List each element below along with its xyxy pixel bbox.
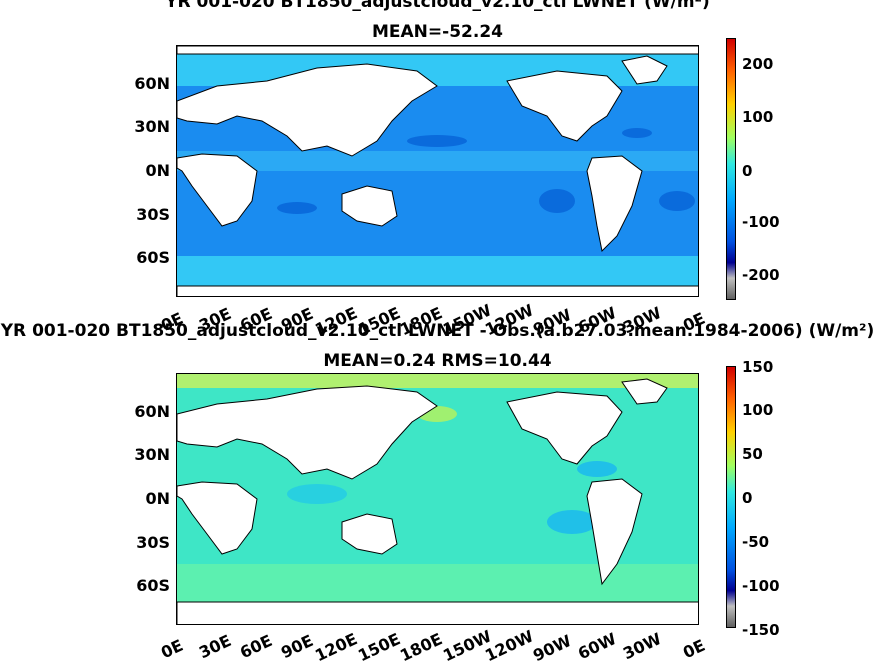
- panel2-lat-60n: 60N: [134, 402, 170, 421]
- panel2-lon-label: 60E: [237, 630, 276, 663]
- panel1-colorbar-tick: 0: [742, 162, 753, 180]
- panel2-colorbar-tick: 0: [742, 489, 753, 507]
- panel1-lat-60n: 60N: [134, 74, 170, 93]
- panel2-lat-30s: 30S: [136, 533, 170, 552]
- panel1-colorbar: [726, 38, 736, 300]
- panel2-colorbar-tick: -50: [742, 533, 770, 551]
- panel2-lat-60s: 60S: [136, 576, 170, 595]
- panel1-colorbar-tick: -200: [742, 266, 780, 284]
- panel2-colorbar-tick: -100: [742, 577, 780, 595]
- panel1-lat-30n: 30N: [134, 117, 170, 136]
- panel2-lon-label: 0E: [680, 635, 709, 663]
- panel1-map-svg: [177, 46, 698, 296]
- panel2-lon-label: 0E: [158, 635, 187, 663]
- panel2-colorbar-tick: 100: [742, 401, 774, 419]
- panel1-colorbar-tick: 100: [742, 108, 774, 126]
- panel2-title: YR 001-020 BT1850_adjustcloud_v2.10_ctl …: [0, 321, 875, 341]
- panel1-colorbar-tick: -100: [742, 213, 780, 231]
- panel2-colorbar-tick: -150: [742, 621, 780, 639]
- panel2-colorbar-tick: 150: [742, 358, 774, 376]
- panel2-lon-label: 30E: [196, 630, 235, 663]
- panel2-lon-label: 90W: [530, 631, 575, 665]
- panel2-lat-30n: 30N: [134, 445, 170, 464]
- panel2-map-svg: [177, 374, 698, 624]
- panel1-mean: MEAN=-52.24: [372, 22, 503, 42]
- panel2-lon-label: 120W: [482, 626, 537, 665]
- panel1-colorbar-tick: 200: [742, 55, 774, 73]
- panel2-colorbar-tick: 50: [742, 445, 763, 463]
- panel2-lon-label: 120E: [312, 629, 361, 665]
- panel2-mean-rms: MEAN=0.24 RMS=10.44: [323, 351, 552, 371]
- panel2-map: [176, 373, 699, 625]
- panel1-title: YR 001-020 BT1850_adjustcloud_v2.10_ctl …: [165, 0, 710, 12]
- panel1-lat-30s: 30S: [136, 205, 170, 224]
- panel2-lon-label: 180E: [397, 629, 446, 665]
- panel2-colorbar: [726, 366, 736, 628]
- panel1-lat-0n: 0N: [145, 161, 170, 180]
- panel2-lat-0n: 0N: [145, 489, 170, 508]
- panel2-lon-label: 90E: [278, 630, 317, 663]
- panel2-lon-label: 30W: [620, 629, 665, 664]
- panel1-map: [176, 45, 699, 297]
- panel2-lon-label: 60W: [575, 629, 620, 664]
- panel1-lat-60s: 60S: [136, 248, 170, 267]
